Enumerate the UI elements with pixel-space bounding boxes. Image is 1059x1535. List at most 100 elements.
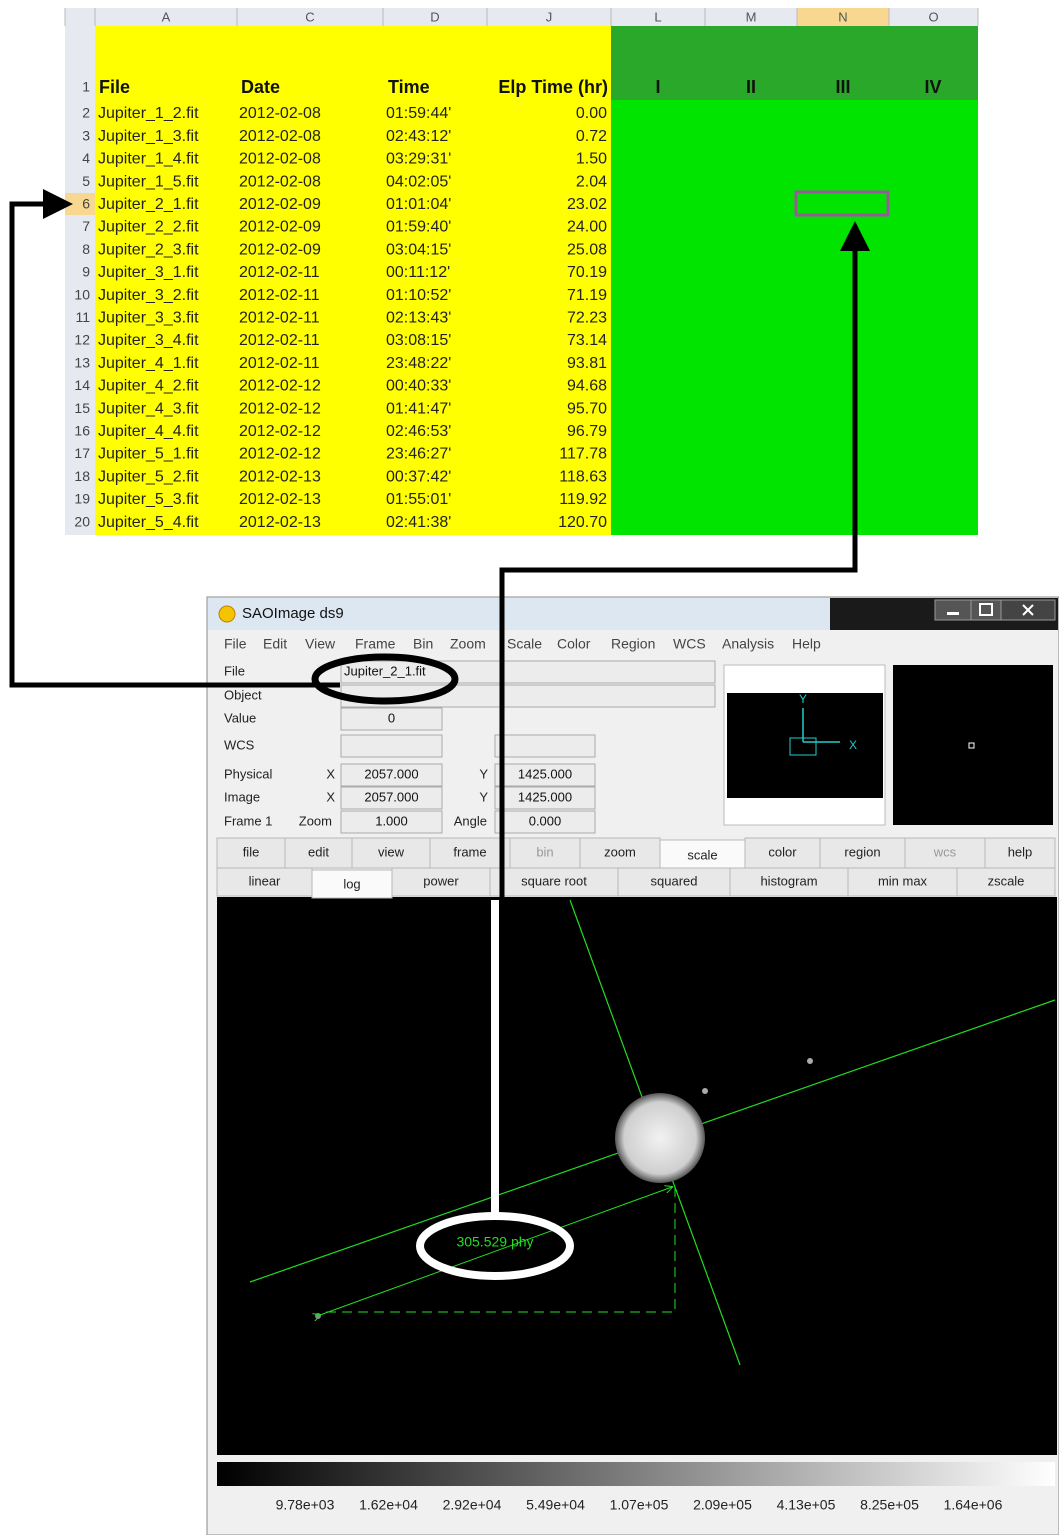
field-value: 1.000 bbox=[375, 813, 408, 828]
cell: 119.92 bbox=[559, 491, 607, 508]
green-header-cells bbox=[611, 26, 978, 100]
button-label: zscale bbox=[988, 873, 1025, 888]
field-label: Frame 1 bbox=[224, 813, 272, 828]
colorbar-label: 1.64e+06 bbox=[944, 1497, 1003, 1513]
cell: 00:40:33' bbox=[386, 378, 451, 395]
cell: 73.14 bbox=[567, 332, 607, 349]
cell: 1.50 bbox=[576, 151, 607, 168]
colorbar-label: 9.78e+03 bbox=[276, 1497, 335, 1513]
menu-item[interactable]: WCS bbox=[673, 636, 706, 652]
header-cell: File bbox=[99, 77, 130, 97]
menu-item[interactable]: Color bbox=[557, 636, 591, 652]
field-label: Physical bbox=[224, 766, 273, 781]
field-label: Object bbox=[224, 687, 262, 702]
minimize-button[interactable] bbox=[935, 600, 971, 620]
green-cells bbox=[611, 100, 978, 535]
field-value: 1425.000 bbox=[518, 766, 572, 781]
row-number: 15 bbox=[74, 400, 90, 416]
cell: Jupiter_1_2.fit bbox=[98, 105, 199, 122]
button-label: view bbox=[378, 844, 405, 859]
header-cell: IV bbox=[924, 77, 941, 97]
column-header: J bbox=[546, 9, 553, 24]
menu-item[interactable]: Help bbox=[792, 636, 821, 652]
field-label: Zoom bbox=[299, 813, 332, 828]
row-number: 9 bbox=[82, 264, 90, 280]
cell: 117.78 bbox=[559, 446, 607, 463]
button-label: power bbox=[423, 873, 459, 888]
cell: 2012-02-09 bbox=[239, 241, 321, 258]
cell: Jupiter_4_2.fit bbox=[98, 378, 199, 395]
cell: Jupiter_1_4.fit bbox=[98, 151, 199, 168]
button-label: frame bbox=[453, 844, 486, 859]
button-label: histogram bbox=[760, 873, 817, 888]
colorbar-label: 1.62e+04 bbox=[359, 1497, 418, 1513]
cell: 2012-02-11 bbox=[239, 355, 320, 372]
cell: Jupiter_5_4.fit bbox=[98, 514, 199, 531]
selected-row-number bbox=[65, 193, 95, 215]
menu-item[interactable]: File bbox=[224, 636, 247, 652]
cell: 01:59:40' bbox=[386, 219, 451, 236]
cell: 02:46:53' bbox=[386, 423, 451, 440]
app-icon bbox=[219, 606, 235, 622]
button-label: log bbox=[343, 876, 360, 891]
row-number: 12 bbox=[74, 332, 90, 348]
panner-image bbox=[727, 693, 883, 798]
field-label: Image bbox=[224, 789, 260, 804]
field-value: 0.000 bbox=[529, 813, 562, 828]
cell: 71.19 bbox=[567, 287, 607, 304]
colorbar-label: 4.13e+05 bbox=[777, 1497, 836, 1513]
menu-item[interactable]: Edit bbox=[263, 636, 287, 652]
row-number: 10 bbox=[74, 286, 90, 302]
button-label: zoom bbox=[604, 844, 636, 859]
cell: 2012-02-13 bbox=[239, 514, 321, 531]
menu-item[interactable]: View bbox=[305, 636, 336, 652]
row-number: 17 bbox=[74, 445, 90, 461]
minimize-icon bbox=[947, 612, 959, 615]
menu-item[interactable]: Bin bbox=[413, 636, 433, 652]
cell: 120.70 bbox=[558, 514, 607, 531]
menu-item[interactable]: Analysis bbox=[722, 636, 774, 652]
cell: 2012-02-13 bbox=[239, 468, 321, 485]
cell: 2012-02-09 bbox=[239, 196, 321, 213]
cell: 03:08:15' bbox=[386, 332, 451, 349]
cell: 01:41:47' bbox=[386, 400, 451, 417]
cell: 02:41:38' bbox=[386, 514, 451, 531]
column-header: A bbox=[162, 9, 171, 24]
cell: Jupiter_3_2.fit bbox=[98, 287, 199, 304]
cell: Jupiter_2_2.fit bbox=[98, 219, 199, 236]
cell: Jupiter_3_3.fit bbox=[98, 310, 199, 327]
cell: 01:55:01' bbox=[386, 491, 451, 508]
jupiter bbox=[615, 1093, 705, 1183]
magnifier bbox=[893, 665, 1053, 825]
button-label: square root bbox=[521, 873, 587, 888]
menu-item[interactable]: Scale bbox=[507, 636, 542, 652]
row-number: 1 bbox=[82, 79, 90, 95]
menu-item[interactable]: Region bbox=[611, 636, 655, 652]
row-number: 13 bbox=[74, 354, 90, 370]
button-label: min max bbox=[878, 873, 928, 888]
button-label: file bbox=[243, 844, 260, 859]
header-cell: Date bbox=[241, 77, 280, 97]
field bbox=[495, 735, 595, 757]
cell: 00:37:42' bbox=[386, 468, 451, 485]
row-number: 8 bbox=[82, 241, 90, 257]
header-cell: I bbox=[655, 77, 660, 97]
cell: 2012-02-12 bbox=[239, 446, 321, 463]
cell: 2012-02-12 bbox=[239, 378, 321, 395]
button-label: linear bbox=[249, 873, 281, 888]
column-header: M bbox=[746, 9, 757, 24]
cell: Jupiter_4_3.fit bbox=[98, 400, 199, 417]
field-label: Y bbox=[479, 789, 488, 804]
cell: Jupiter_5_2.fit bbox=[98, 468, 199, 485]
colorbar-label: 2.92e+04 bbox=[443, 1497, 502, 1513]
field-label: Y bbox=[479, 766, 488, 781]
menu-item[interactable]: Frame bbox=[355, 636, 396, 652]
cell: 02:13:43' bbox=[386, 310, 451, 327]
field-value: 0 bbox=[388, 710, 395, 725]
cell: 2012-02-08 bbox=[239, 173, 321, 190]
menu-item[interactable]: Zoom bbox=[450, 636, 486, 652]
field-label: WCS bbox=[224, 737, 255, 752]
row-number: 2 bbox=[82, 105, 90, 121]
cell: 2012-02-08 bbox=[239, 151, 321, 168]
cell: Jupiter_1_3.fit bbox=[98, 128, 199, 145]
